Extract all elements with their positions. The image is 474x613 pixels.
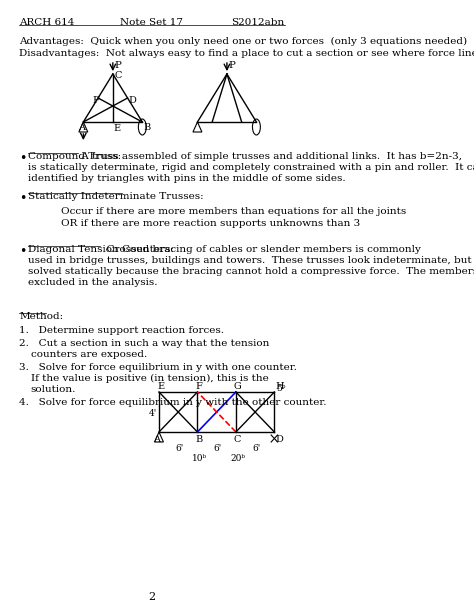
Text: 6': 6' xyxy=(252,444,260,453)
Text: Method:: Method: xyxy=(19,312,64,321)
Text: B: B xyxy=(144,123,151,132)
Text: 5ᵇ: 5ᵇ xyxy=(276,384,286,393)
Text: 4.   Solve for force equilibrium in y with the other counter.: 4. Solve for force equilibrium in y with… xyxy=(19,398,327,407)
Text: A: A xyxy=(153,435,160,444)
Text: identified by triangles with pins in the middle of some sides.: identified by triangles with pins in the… xyxy=(27,174,345,183)
Text: H: H xyxy=(276,382,284,391)
Text: Diagonal Tension Counters:: Diagonal Tension Counters: xyxy=(27,245,173,254)
Text: A: A xyxy=(78,123,84,132)
Text: D: D xyxy=(129,96,137,105)
Text: OR if there are more reaction supports unknowns than 3: OR if there are more reaction supports u… xyxy=(61,219,360,228)
Text: E: E xyxy=(113,124,120,133)
Text: C: C xyxy=(114,71,121,80)
Text: solution.: solution. xyxy=(31,385,76,394)
Text: Advantages:  Quick when you only need one or two forces  (only 3 equations neede: Advantages: Quick when you only need one… xyxy=(19,37,467,46)
Text: •: • xyxy=(19,152,27,165)
Text: 20ᵇ: 20ᵇ xyxy=(231,454,246,463)
Text: P: P xyxy=(229,61,236,70)
Text: used in bridge trusses, buildings and towers.  These trusses look indeterminate,: used in bridge trusses, buildings and to… xyxy=(27,256,474,265)
Text: Crossed bracing of cables or slender members is commonly: Crossed bracing of cables or slender mem… xyxy=(100,245,421,254)
Text: •: • xyxy=(19,245,27,258)
Text: ARCH 614: ARCH 614 xyxy=(19,18,74,27)
Text: If the value is positive (in tension), this is the: If the value is positive (in tension), t… xyxy=(31,374,268,383)
Text: 1.   Determine support reaction forces.: 1. Determine support reaction forces. xyxy=(19,326,224,335)
Text: is statically determinate, rigid and completely constrained with a pin and rolle: is statically determinate, rigid and com… xyxy=(27,163,474,172)
Text: Occur if there are more members than equations for all the joints: Occur if there are more members than equ… xyxy=(61,207,406,216)
Text: P: P xyxy=(115,61,122,70)
Text: G: G xyxy=(234,382,242,391)
Text: 10ᵇ: 10ᵇ xyxy=(192,454,208,463)
Text: D: D xyxy=(276,435,283,444)
Text: B: B xyxy=(195,435,203,444)
Text: excluded in the analysis.: excluded in the analysis. xyxy=(27,278,157,287)
Text: •: • xyxy=(19,192,27,205)
Text: 2.   Cut a section in such a way that the tension: 2. Cut a section in such a way that the … xyxy=(19,339,270,348)
Text: 2: 2 xyxy=(148,592,155,602)
Text: F: F xyxy=(195,382,202,391)
Text: 4': 4' xyxy=(149,409,157,418)
Text: Statically Indeterminate Trusses:: Statically Indeterminate Trusses: xyxy=(27,192,203,201)
Text: solved statically because the bracing cannot hold a compressive force.  The memb: solved statically because the bracing ca… xyxy=(27,267,474,276)
Text: Disadvantages:  Not always easy to find a place to cut a section or see where fo: Disadvantages: Not always easy to find a… xyxy=(19,49,474,58)
Text: E: E xyxy=(157,382,164,391)
Text: counters are exposed.: counters are exposed. xyxy=(31,350,147,359)
Text: 6': 6' xyxy=(213,444,222,453)
Text: Note Set 17: Note Set 17 xyxy=(120,18,183,27)
Text: Compound Truss:: Compound Truss: xyxy=(27,152,121,161)
Text: S2012abn: S2012abn xyxy=(231,18,284,27)
Text: A truss assembled of simple trusses and additional links.  It has b=2n-3,: A truss assembled of simple trusses and … xyxy=(78,152,462,161)
Text: 6': 6' xyxy=(175,444,183,453)
Text: F: F xyxy=(92,96,99,105)
Text: C: C xyxy=(234,435,241,444)
Text: 3.   Solve for force equilibrium in y with one counter.: 3. Solve for force equilibrium in y with… xyxy=(19,363,297,372)
